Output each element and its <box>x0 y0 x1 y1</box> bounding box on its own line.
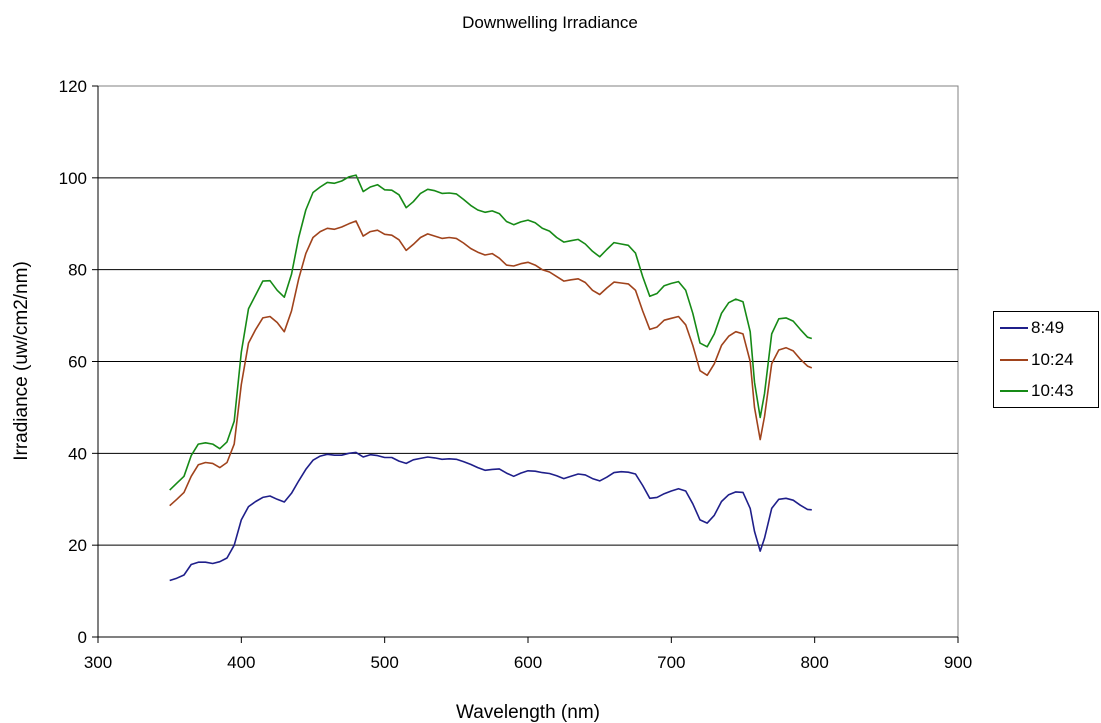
x-axis-label: Wavelength (nm) <box>456 702 600 723</box>
x-tick-label: 700 <box>657 653 685 672</box>
x-tick-label: 500 <box>370 653 398 672</box>
y-tick-label: 100 <box>59 169 87 188</box>
y-tick-label: 40 <box>68 444 87 463</box>
legend-label: 10:43 <box>1031 381 1074 401</box>
legend-swatch <box>1000 390 1028 392</box>
legend-item: 10:24 <box>1000 349 1074 371</box>
legend: 8:49 10:24 10:43 <box>993 311 1099 408</box>
legend-label: 10:24 <box>1031 350 1074 370</box>
legend-swatch <box>1000 359 1028 361</box>
plot-area <box>98 86 958 637</box>
y-axis-ticks: 0 20 40 60 80 100 120 <box>59 77 98 647</box>
x-axis-ticks: 300 400 500 600 700 800 900 <box>84 637 972 672</box>
x-tick-label: 900 <box>944 653 972 672</box>
y-axis-label: Irradiance (uw/cm2/nm) <box>11 261 32 461</box>
x-tick-label: 600 <box>514 653 542 672</box>
legend-item: 10:43 <box>1000 380 1074 402</box>
y-tick-label: 120 <box>59 77 87 96</box>
x-tick-label: 300 <box>84 653 112 672</box>
legend-swatch <box>1000 327 1028 329</box>
y-tick-label: 80 <box>68 261 87 280</box>
legend-item: 8:49 <box>1000 317 1064 339</box>
x-tick-label: 800 <box>800 653 828 672</box>
x-tick-label: 400 <box>227 653 255 672</box>
y-tick-label: 20 <box>68 536 87 555</box>
y-tick-label: 60 <box>68 353 87 372</box>
legend-label: 8:49 <box>1031 318 1064 338</box>
chart-title: Downwelling Irradiance <box>462 13 638 32</box>
y-tick-label: 0 <box>78 628 87 647</box>
